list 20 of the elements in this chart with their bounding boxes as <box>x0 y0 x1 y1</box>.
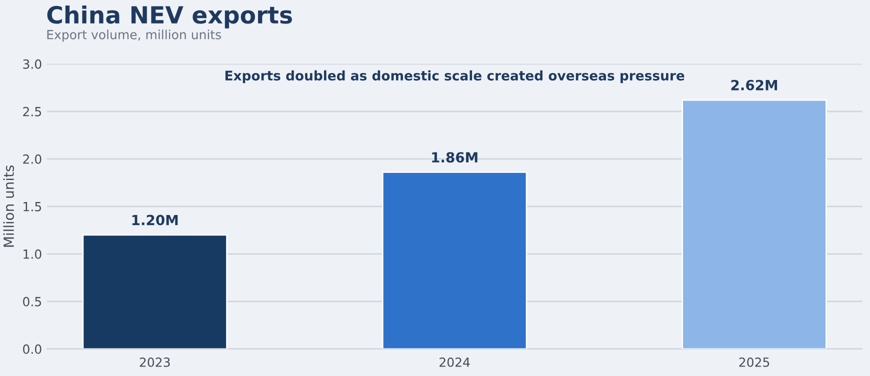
y-tick-label: 1.5 <box>24 202 42 212</box>
y-tick-label: 0.0 <box>23 344 42 354</box>
bar <box>382 172 528 349</box>
x-tick-label: 2025 <box>739 357 770 367</box>
y-tick-label: 2.5 <box>23 106 42 116</box>
chart-title: China NEV exports <box>47 5 292 28</box>
x-tick-label: 2024 <box>440 357 470 367</box>
y-axis-title: Million units <box>3 165 14 247</box>
annotation: Exports doubled as domestic scale created overseas pressure <box>225 70 684 84</box>
chart-subtitle: Export volume, million units <box>47 30 221 42</box>
y-tick-label: 3.0 <box>23 59 42 69</box>
y-tick-label: 0.5 <box>23 296 42 306</box>
data-label: 1.20M <box>132 214 178 226</box>
y-tick-label: 2.0 <box>23 154 42 164</box>
bar <box>82 234 228 349</box>
data-label: 2.62M <box>731 80 778 90</box>
x-tick-label: 2023 <box>140 357 170 367</box>
data-label: 1.86M <box>432 152 478 163</box>
y-tick-label: 1.0 <box>24 249 42 259</box>
bar <box>682 99 827 349</box>
